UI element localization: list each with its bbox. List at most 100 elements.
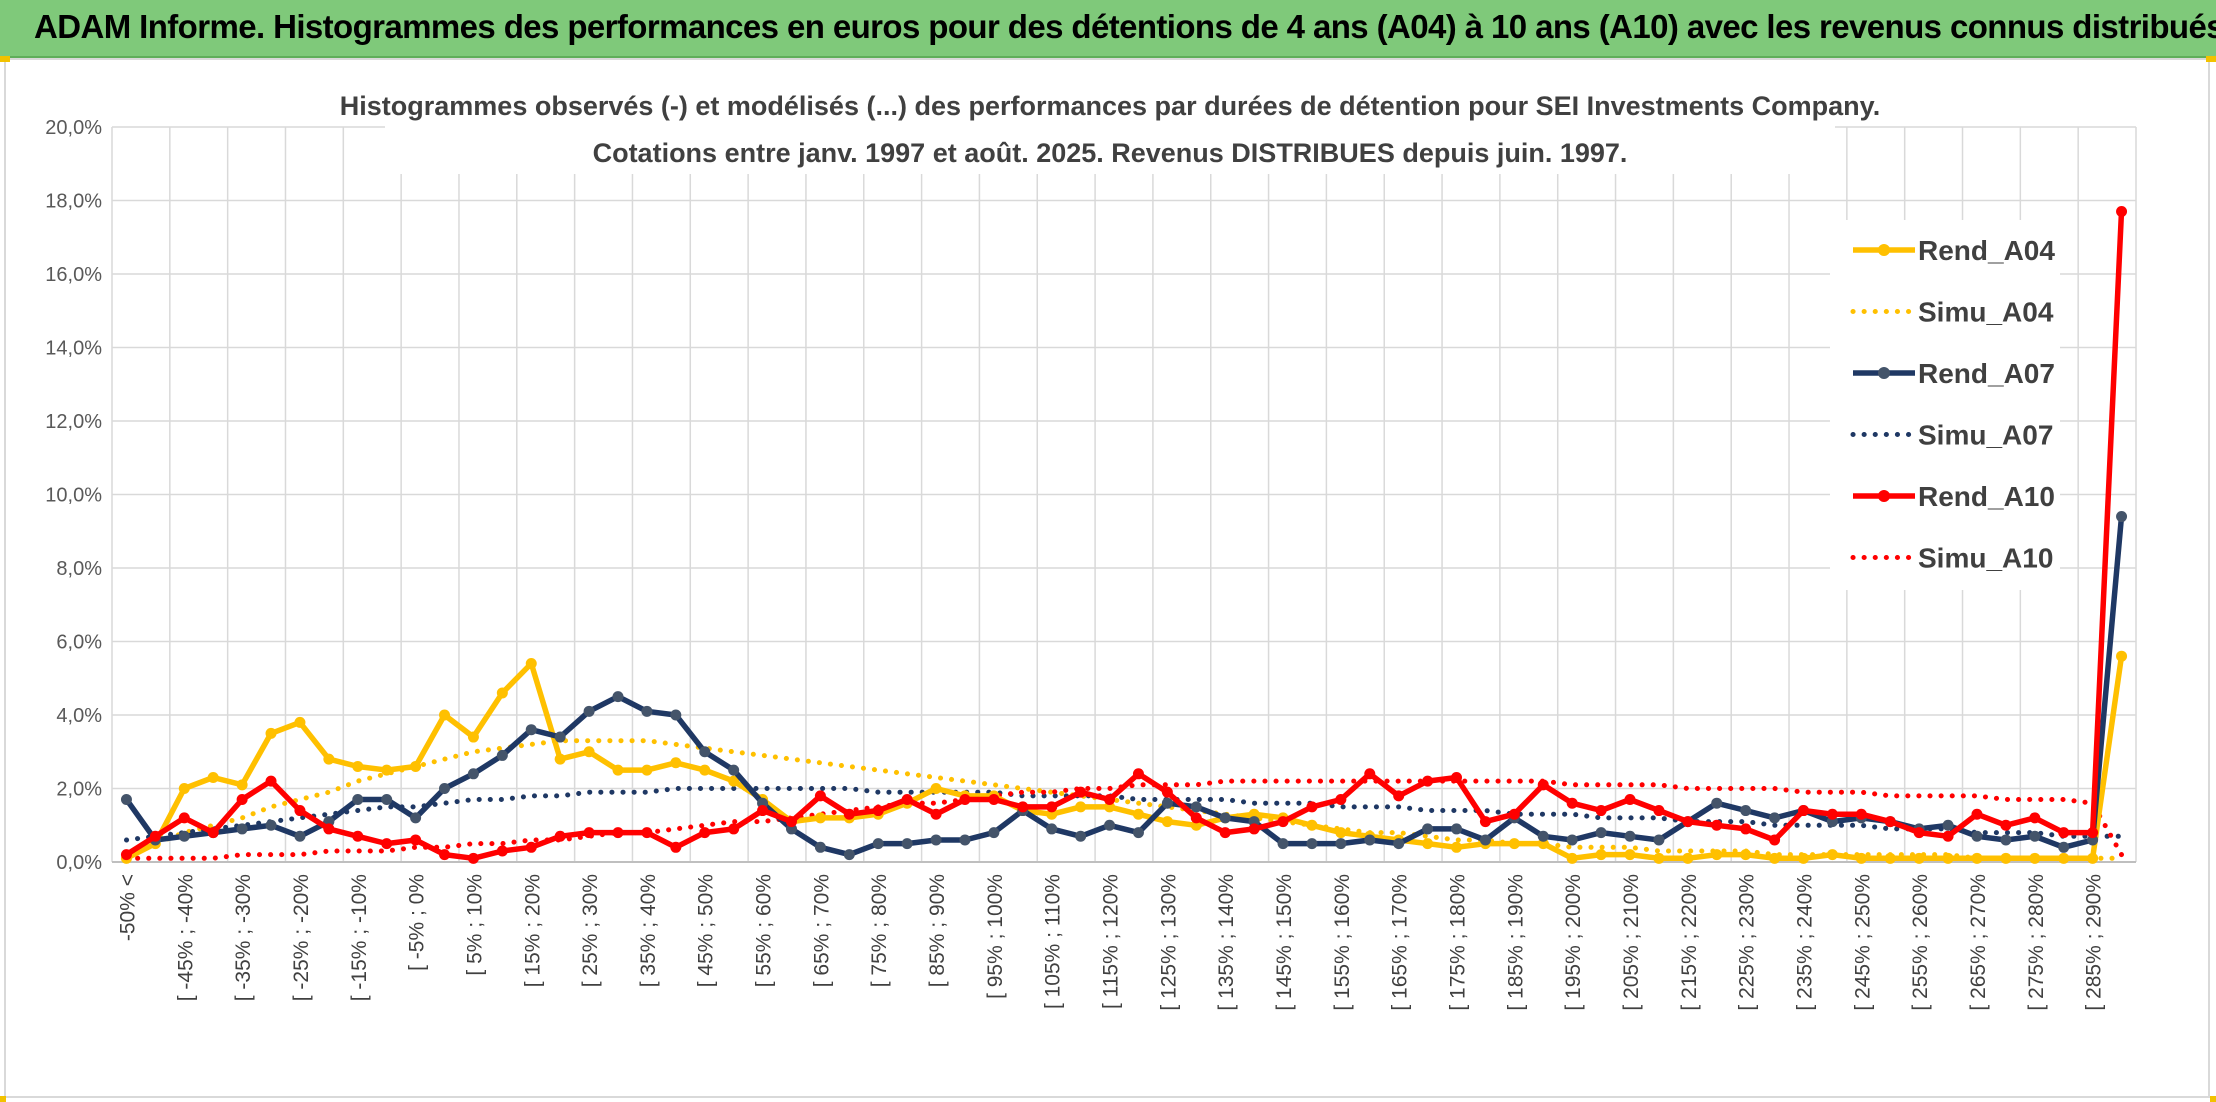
- data-point: [814, 841, 826, 853]
- x-tick-label: [ 255% ; 260%: [1909, 874, 1932, 1011]
- data-point: [1104, 794, 1116, 806]
- legend-item-simu-a10: Simu_A10: [1850, 543, 2053, 574]
- data-point: [294, 805, 306, 817]
- data-point: [1566, 834, 1578, 846]
- y-tick-label: 12,0%: [45, 411, 102, 433]
- x-tick-label: [ -5% ; 0%: [406, 874, 429, 971]
- x-tick-label: [ 185% ; 190%: [1504, 874, 1527, 1011]
- data-point: [1653, 805, 1665, 817]
- x-tick-label: [ 175% ; 180%: [1447, 874, 1470, 1011]
- data-point: [1422, 823, 1434, 835]
- data-point: [467, 731, 479, 743]
- data-point: [2000, 852, 2012, 864]
- data-point: [1479, 816, 1491, 828]
- x-tick-label: [ 55% ; 60%: [753, 874, 776, 987]
- data-point: [439, 709, 451, 721]
- series-rend-a04: [120, 650, 2128, 864]
- x-tick-label: [ 25% ; 30%: [579, 874, 602, 987]
- data-point: [1711, 849, 1723, 861]
- chart-title-line-2: Cotations entre janv. 1997 et août. 2025…: [593, 138, 1628, 168]
- series-line: [125, 655, 2125, 862]
- data-point: [1451, 841, 1463, 853]
- data-point: [728, 764, 740, 776]
- data-point: [1624, 830, 1636, 842]
- data-point: [583, 827, 595, 839]
- x-tick-label: [ -15% ; -10%: [348, 874, 371, 1001]
- data-point: [1075, 830, 1087, 842]
- data-point: [1451, 771, 1463, 783]
- data-point: [901, 794, 913, 806]
- data-point: [265, 819, 277, 831]
- data-point: [554, 753, 566, 765]
- data-point: [1595, 805, 1607, 817]
- data-point: [149, 830, 161, 842]
- data-point: [641, 705, 653, 717]
- data-point: [728, 823, 740, 835]
- data-point: [1017, 801, 1029, 813]
- data-point: [988, 827, 1000, 839]
- data-point: [1797, 805, 1809, 817]
- data-point: [1826, 849, 1838, 861]
- data-point: [1335, 827, 1347, 839]
- data-point: [959, 834, 971, 846]
- x-tick-label: [ 245% ; 250%: [1851, 874, 1874, 1011]
- data-point: [1277, 838, 1289, 850]
- data-point: [1364, 834, 1376, 846]
- data-point: [352, 830, 364, 842]
- data-point: [120, 849, 132, 861]
- data-point: [1971, 852, 1983, 864]
- data-point: [554, 731, 566, 743]
- data-point: [2116, 206, 2128, 218]
- data-point: [381, 838, 393, 850]
- data-point: [1653, 834, 1665, 846]
- data-point: [1884, 852, 1896, 864]
- data-point: [496, 687, 508, 699]
- x-tick-label: [ 115% ; 120%: [1100, 874, 1123, 1009]
- data-point: [1566, 797, 1578, 809]
- data-point: [2087, 852, 2099, 864]
- data-point: [1451, 823, 1463, 835]
- data-point: [2058, 827, 2070, 839]
- data-point: [1913, 852, 1925, 864]
- data-point: [381, 764, 393, 776]
- data-point: [178, 783, 190, 794]
- data-point: [1132, 768, 1144, 780]
- x-tick-label: [ 285% ; 290%: [2083, 874, 2106, 1011]
- data-point: [265, 775, 277, 787]
- x-tick-label: [ 15% ; 20%: [521, 874, 544, 987]
- data-point: [352, 794, 364, 806]
- x-tick-label: [ 65% ; 70%: [810, 874, 833, 987]
- data-point: [236, 779, 248, 791]
- corner-accent: [0, 1096, 6, 1102]
- x-tick-label: -50% <: [116, 874, 139, 941]
- x-tick-label: [ 235% ; 240%: [1793, 874, 1816, 1011]
- data-point: [1219, 812, 1231, 824]
- data-point: [1942, 819, 1954, 831]
- data-point: [641, 827, 653, 839]
- data-point: [1653, 852, 1665, 864]
- data-point: [1277, 816, 1289, 828]
- data-point: [1711, 797, 1723, 809]
- data-point: [1161, 816, 1173, 828]
- data-point: [294, 716, 306, 728]
- data-point: [525, 658, 537, 670]
- y-tick-label: 8,0%: [56, 558, 102, 580]
- legend-marker: [1878, 490, 1890, 502]
- data-point: [1537, 830, 1549, 842]
- data-point: [178, 812, 190, 824]
- data-point: [1190, 801, 1202, 813]
- data-point: [1942, 852, 1954, 864]
- data-point: [323, 823, 335, 835]
- series-rend-a10: [120, 206, 2128, 864]
- data-point: [988, 794, 1000, 806]
- data-point: [1971, 830, 1983, 842]
- data-point: [1769, 852, 1781, 864]
- data-point: [612, 764, 624, 776]
- data-point: [1942, 830, 1954, 842]
- data-point: [1306, 838, 1318, 850]
- data-point: [1219, 827, 1231, 839]
- x-tick-label: [ 95% ; 100%: [984, 874, 1007, 999]
- data-point: [439, 783, 451, 794]
- corner-accent: [2210, 1096, 2216, 1102]
- y-tick-label: 20,0%: [45, 117, 102, 139]
